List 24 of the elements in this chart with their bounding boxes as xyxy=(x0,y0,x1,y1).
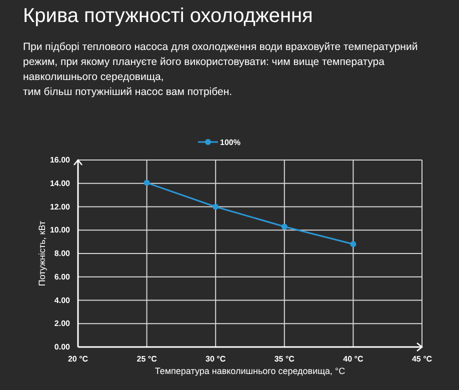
y-tick-label: 4.00 xyxy=(54,296,71,305)
x-tick-label: 40 °C xyxy=(343,354,364,364)
chart-subtitle: При підборі теплового насоса для охолодження води враховуйте температурний режим, при якому плануєте його використовувати: чим вище температура навколишнього середовища, тим більш потужніший насос вам потрібен. xyxy=(23,40,419,100)
y-tick-label: 2.00 xyxy=(54,319,71,328)
x-tick-label: 35 °C xyxy=(274,354,295,364)
x-tick-label: 45 °C xyxy=(412,354,432,364)
point xyxy=(144,180,150,186)
y-tick-label: 14.00 xyxy=(50,178,71,188)
y-tick-label: 0.00 xyxy=(54,342,71,352)
y-axis-title: Потужність, кВт xyxy=(37,220,47,286)
y-tick-label: 12.00 xyxy=(50,202,71,212)
y-tick-label: 10.00 xyxy=(50,226,71,235)
point xyxy=(281,224,288,230)
point xyxy=(212,204,219,210)
x-tick-label: 30 °C xyxy=(206,354,226,364)
x-tick-label: 20 °C xyxy=(68,354,88,364)
x-tick-label: 25 °C xyxy=(136,354,158,364)
chart-title: Крива потужності охолодження xyxy=(23,5,313,28)
legend-label: 100% xyxy=(220,138,240,147)
point xyxy=(350,241,356,248)
x-axis-title: Температура навколишнього середовища, °C xyxy=(154,366,346,376)
y-tick-label: 6.00 xyxy=(54,272,71,282)
y-tick-label: 16.00 xyxy=(50,156,71,165)
y-tick-label: 8.00 xyxy=(54,249,71,258)
